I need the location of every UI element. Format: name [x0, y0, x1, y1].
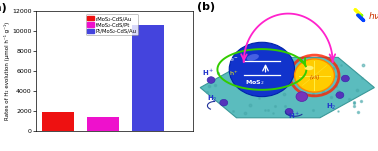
Text: (a): (a) — [0, 3, 6, 13]
Text: H$^+$: H$^+$ — [202, 67, 215, 77]
Text: e$^-$: e$^-$ — [229, 56, 239, 64]
Ellipse shape — [247, 54, 259, 61]
Circle shape — [229, 42, 294, 97]
Text: $h\nu$: $h\nu$ — [368, 10, 378, 21]
Bar — [42, 112, 74, 131]
Circle shape — [341, 75, 349, 82]
Y-axis label: Rates of H₂ evolution (μmol h⁻¹ g⁻¹): Rates of H₂ evolution (μmol h⁻¹ g⁻¹) — [4, 22, 10, 120]
Bar — [132, 25, 164, 131]
Text: h$^+$: h$^+$ — [229, 70, 239, 78]
Text: (vii): (vii) — [309, 74, 320, 80]
Circle shape — [296, 92, 308, 101]
Polygon shape — [200, 57, 374, 118]
Text: (b): (b) — [197, 2, 215, 11]
Circle shape — [285, 108, 293, 115]
Ellipse shape — [305, 66, 314, 70]
Text: H$_2$: H$_2$ — [208, 94, 218, 104]
Circle shape — [207, 77, 215, 83]
Text: H$_2$: H$_2$ — [325, 102, 336, 112]
Circle shape — [220, 99, 228, 106]
Bar — [87, 117, 119, 131]
Text: MoS$_2$: MoS$_2$ — [245, 78, 264, 87]
Circle shape — [294, 59, 335, 92]
Text: H$^+$: H$^+$ — [288, 111, 301, 121]
Circle shape — [336, 92, 344, 98]
Legend: rMoS₂-CdS/Au, tMoS₂-CdS/Pt, Pt/MoS₂-CdS/Au: rMoS₂-CdS/Au, tMoS₂-CdS/Pt, Pt/MoS₂-CdS/… — [85, 14, 138, 35]
